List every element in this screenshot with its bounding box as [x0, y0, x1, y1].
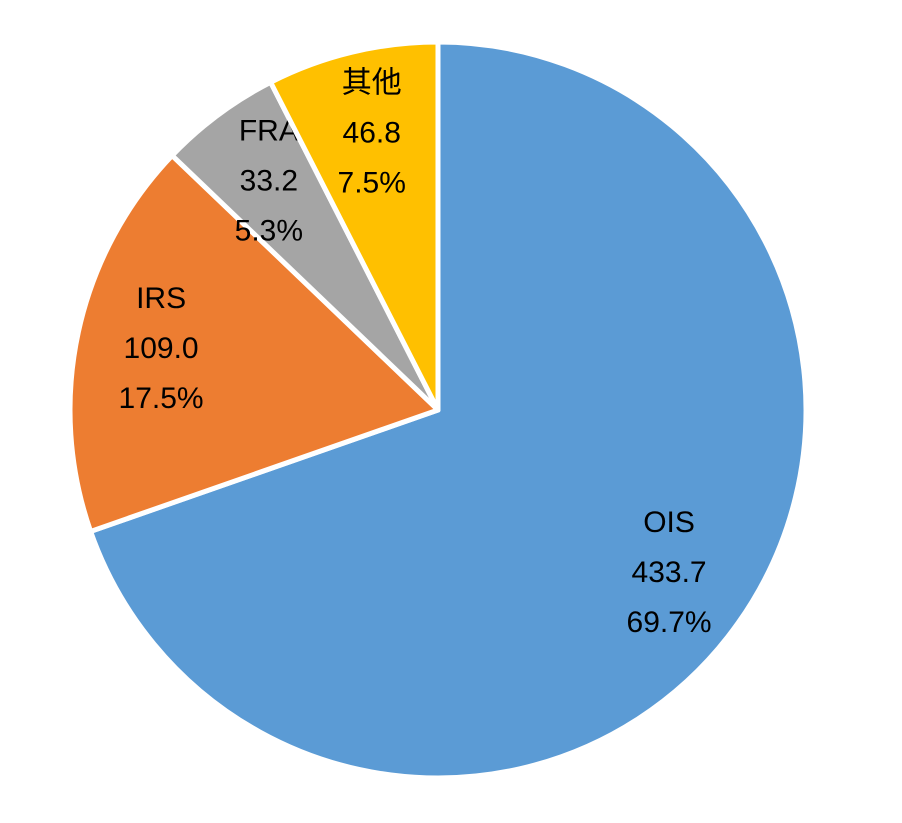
- value-label: 433.7: [632, 556, 707, 589]
- slice-label: OIS: [643, 506, 695, 539]
- value-label: 33.2: [240, 165, 298, 198]
- value-label: 109.0: [124, 332, 199, 365]
- slice-label: 其他: [342, 66, 402, 99]
- slice-label: IRS: [136, 282, 186, 315]
- percent-label: 69.7%: [627, 606, 712, 639]
- percent-label: 7.5%: [338, 166, 406, 199]
- percent-label: 17.5%: [119, 382, 204, 415]
- percent-label: 5.3%: [235, 215, 303, 248]
- pie-slice: [268, 39, 441, 413]
- pie-slice: [88, 39, 809, 781]
- value-label: 46.8: [343, 116, 401, 149]
- pie-slice: [67, 153, 441, 534]
